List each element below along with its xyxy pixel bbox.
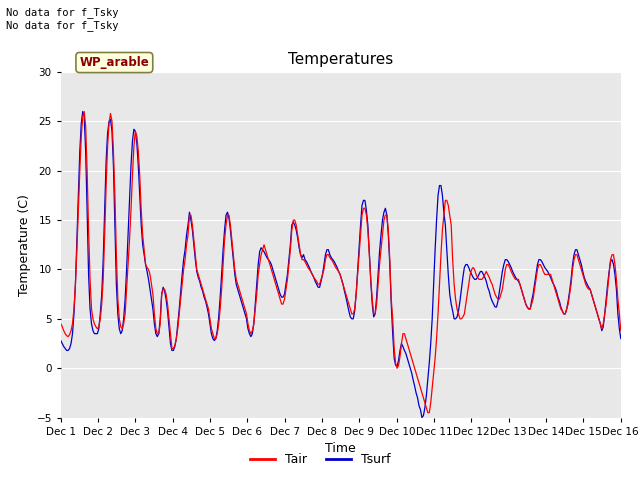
Text: WP_arable: WP_arable — [79, 56, 149, 69]
X-axis label: Time: Time — [325, 442, 356, 455]
Title: Temperatures: Temperatures — [288, 52, 394, 67]
Text: No data for f_Tsky
No data for f_Tsky: No data for f_Tsky No data for f_Tsky — [6, 7, 119, 31]
Legend: Tair, Tsurf: Tair, Tsurf — [245, 448, 395, 471]
Y-axis label: Temperature (C): Temperature (C) — [18, 194, 31, 296]
